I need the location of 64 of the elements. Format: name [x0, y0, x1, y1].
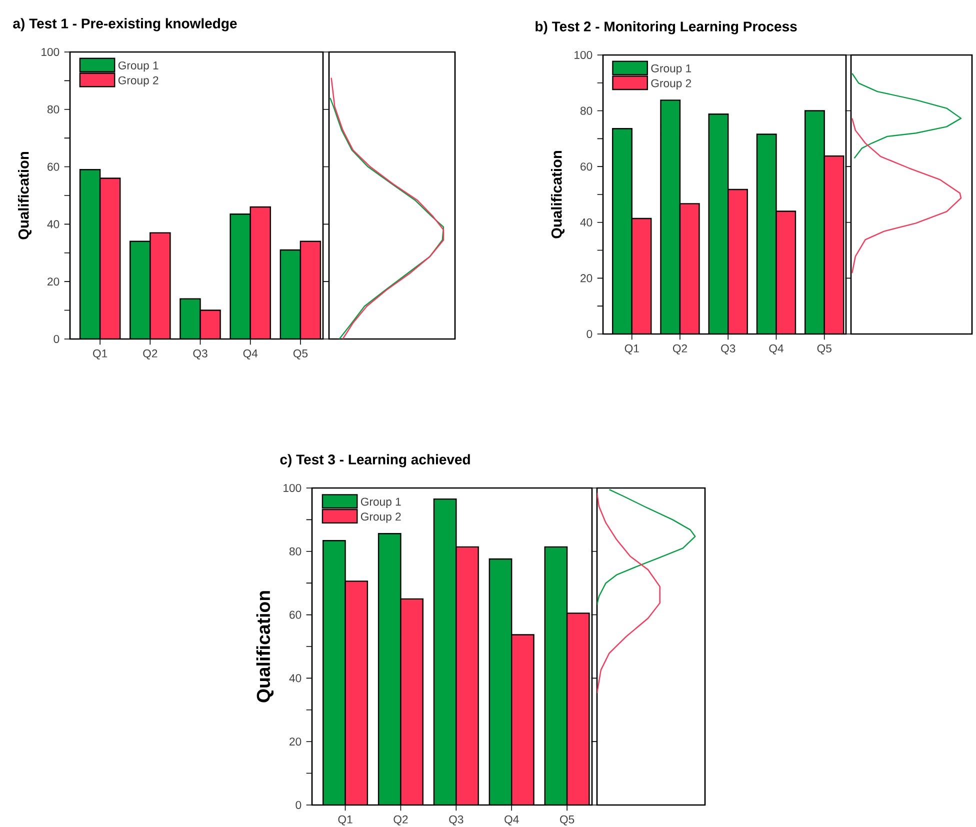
- bar: [680, 204, 700, 334]
- x-tick-label: Q1: [338, 815, 352, 826]
- x-tick-label: Q5: [560, 815, 574, 826]
- y-tick-label: 0: [296, 800, 302, 809]
- bar: [322, 540, 346, 805]
- x-tick-label: Q4: [504, 815, 519, 826]
- bar: [804, 110, 825, 334]
- x-tick-label: Q4: [769, 344, 784, 354]
- x-tick-label: Q1: [93, 349, 108, 360]
- y-tick-label: 80: [289, 547, 302, 556]
- bar: [660, 100, 680, 334]
- y-tick-label: 100: [42, 48, 60, 56]
- y-axis-title: Qualification: [18, 152, 32, 240]
- bar: [300, 240, 322, 339]
- bar: [776, 211, 796, 334]
- bar: [150, 232, 171, 339]
- y-tick-label: 80: [580, 106, 592, 115]
- y-tick-label: 40: [47, 220, 60, 228]
- bar: [250, 206, 271, 339]
- bar: [756, 134, 776, 334]
- y-tick-label: 60: [580, 162, 592, 171]
- bar: [544, 546, 568, 805]
- y-tick-label: 40: [580, 218, 592, 226]
- legend-label: Group 1: [360, 498, 401, 508]
- y-tick-label: 0: [586, 330, 592, 338]
- x-tick-label: Q5: [817, 344, 832, 354]
- bar: [612, 128, 632, 334]
- x-tick-label: Q1: [624, 344, 639, 354]
- y-tick-label: 20: [290, 738, 302, 746]
- bar: [99, 178, 121, 339]
- y-tick-label: 0: [54, 334, 60, 343]
- legend-label: Group 1: [118, 61, 158, 72]
- x-tick-label: Q3: [193, 349, 208, 360]
- x-tick-label: Q4: [243, 349, 258, 360]
- y-axis-title: Qualification: [551, 150, 565, 238]
- chart-title: b) Test 2 - Monitoring Learning Process: [536, 21, 797, 34]
- legend-label: Group 2: [651, 79, 692, 90]
- x-tick-label: Q3: [721, 344, 736, 354]
- bar: [632, 218, 652, 334]
- x-tick-label: Q5: [293, 349, 308, 360]
- bar: [708, 114, 728, 334]
- chart-title: c) Test 3 - Learning achieved: [280, 454, 470, 468]
- bar: [378, 533, 402, 805]
- y-tick-label: 40: [289, 674, 302, 682]
- y-tick-label: 20: [48, 278, 60, 286]
- y-axis-title: Qualification: [256, 591, 274, 702]
- chart-title: a) Test 1 - Pre-existing knowledge: [13, 18, 237, 32]
- y-tick-label: 60: [48, 162, 60, 171]
- x-tick-label: Q2: [143, 349, 158, 360]
- legend-label: Group 2: [360, 512, 401, 523]
- x-tick-label: Q3: [449, 815, 464, 826]
- y-tick-label: 60: [290, 610, 302, 619]
- bar: [824, 155, 844, 334]
- y-tick-label: 100: [574, 50, 592, 59]
- legend-label: Group 1: [651, 64, 692, 75]
- bar: [728, 189, 748, 334]
- bar: [433, 498, 457, 805]
- bar: [488, 558, 512, 805]
- y-tick-label: 20: [580, 274, 592, 282]
- legend-label: Group 2: [118, 76, 158, 87]
- x-tick-label: Q2: [394, 815, 408, 826]
- x-tick-label: Q2: [672, 344, 687, 354]
- y-tick-label: 80: [48, 105, 60, 114]
- y-tick-label: 100: [284, 484, 302, 492]
